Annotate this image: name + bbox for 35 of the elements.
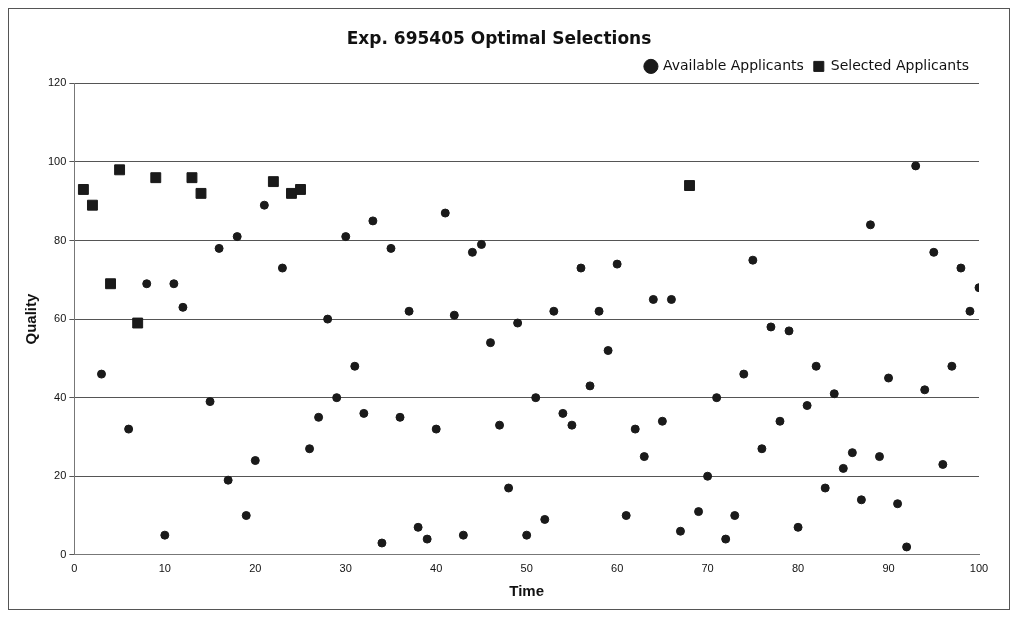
legend-label: Available Applicants: [662, 57, 804, 74]
point: [77, 184, 89, 195]
x-tick-label: 20: [249, 562, 262, 575]
point: [105, 278, 116, 290]
x-axis-title: Time: [509, 582, 545, 600]
y-tick-label: 120: [47, 76, 67, 89]
point: [684, 180, 695, 191]
chart-title: Exp. 695405 Optimal Selections: [346, 27, 652, 48]
y-axis-title: Quality: [22, 293, 40, 345]
x-tick-label: 40: [430, 562, 443, 575]
point: [87, 199, 98, 211]
legend-label: Selected Applicants: [830, 57, 969, 74]
x-tick-label: 100: [969, 562, 989, 575]
y-tick-label: 40: [54, 390, 67, 403]
point: [114, 164, 126, 176]
x-tick-label: 10: [158, 562, 171, 575]
point: [286, 187, 297, 199]
x-tick-label: 0: [71, 562, 78, 575]
point: [195, 187, 207, 199]
x-tick-label: 70: [701, 562, 714, 575]
x-tick-label: 50: [520, 562, 533, 575]
y-tick-label: 100: [47, 155, 67, 167]
x-tick-label: 80: [791, 562, 805, 575]
x-tick-label: 60: [611, 562, 624, 575]
point: [295, 184, 306, 195]
y-tick-label: 80: [54, 233, 67, 246]
point: [132, 317, 144, 329]
point: [150, 172, 162, 184]
y-tick-label: 60: [54, 312, 67, 325]
point: [186, 172, 198, 184]
y-tick-label: 0: [60, 547, 67, 560]
point: [267, 176, 279, 188]
x-tick-label: 30: [339, 562, 352, 575]
y-tick-label: 20: [54, 469, 67, 482]
x-tick-label: 90: [882, 562, 895, 575]
